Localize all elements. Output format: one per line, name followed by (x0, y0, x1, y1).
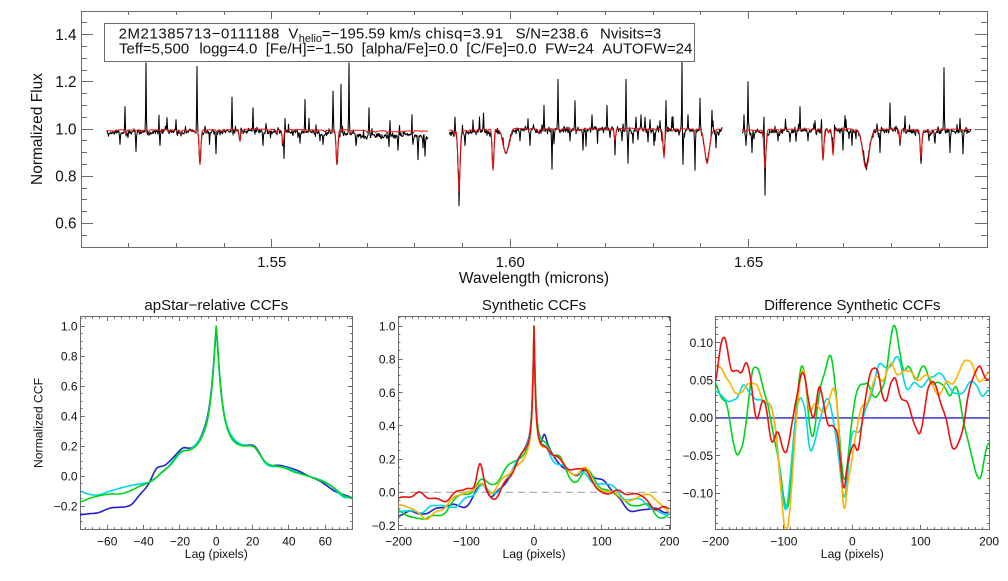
svg-text:2M21385713−0111188: 2M21385713−0111188 (119, 26, 280, 43)
svg-text:0.4: 0.4 (61, 409, 78, 423)
svg-text:−0.10: −0.10 (683, 487, 714, 501)
svg-text:−40: −40 (133, 534, 154, 548)
svg-text:V: V (288, 26, 298, 43)
svg-text:0: 0 (531, 534, 538, 548)
svg-text:1.0: 1.0 (61, 319, 78, 333)
svg-text:−200: −200 (702, 534, 729, 548)
svg-text:0.05: 0.05 (690, 374, 714, 388)
svg-text:1.60: 1.60 (496, 254, 525, 271)
svg-text:0.6: 0.6 (379, 386, 396, 400)
svg-text:[Fe/H]=−1.50: [Fe/H]=−1.50 (266, 41, 354, 58)
svg-text:[C/Fe]=0.0: [C/Fe]=0.0 (466, 41, 536, 58)
svg-text:−60: −60 (97, 534, 118, 548)
svg-text:0.0: 0.0 (61, 469, 78, 483)
svg-text:60: 60 (319, 534, 333, 548)
svg-text:0.00: 0.00 (690, 411, 714, 425)
svg-text:−0.05: −0.05 (683, 449, 714, 463)
svg-text:S/N=238.6: S/N=238.6 (516, 26, 589, 43)
svg-text:chisq=3.91: chisq=3.91 (425, 26, 503, 43)
svg-text:0.8: 0.8 (379, 353, 396, 367)
svg-text:Normalized CCF: Normalized CCF (32, 378, 46, 468)
svg-text:0.6: 0.6 (61, 379, 78, 393)
svg-text:200: 200 (979, 534, 999, 548)
svg-text:100: 100 (592, 534, 612, 548)
svg-text:40: 40 (282, 534, 296, 548)
svg-text:0.2: 0.2 (61, 439, 78, 453)
svg-text:−200: −200 (385, 534, 412, 548)
svg-text:1.55: 1.55 (257, 254, 286, 271)
svg-text:1.0: 1.0 (55, 121, 76, 138)
svg-text:1.65: 1.65 (734, 254, 763, 271)
svg-text:helio: helio (299, 33, 322, 45)
svg-text:0: 0 (849, 534, 856, 548)
svg-text:0: 0 (213, 534, 220, 548)
svg-text:=−195.59 km/s: =−195.59 km/s (322, 26, 421, 43)
svg-text:[alpha/Fe]=0.0: [alpha/Fe]=0.0 (362, 41, 458, 58)
svg-text:FW=24: FW=24 (545, 41, 594, 58)
svg-text:logg=4.0: logg=4.0 (199, 41, 257, 58)
svg-text:0.6: 0.6 (55, 216, 76, 233)
svg-text:−20: −20 (170, 534, 191, 548)
svg-text:Wavelength (microns): Wavelength (microns) (459, 270, 609, 287)
svg-text:−100: −100 (770, 534, 797, 548)
svg-text:Synthetic CCFs: Synthetic CCFs (482, 297, 586, 314)
svg-text:1.0: 1.0 (379, 319, 396, 333)
svg-text:AUTOFW=24: AUTOFW=24 (602, 41, 692, 58)
svg-text:1.2: 1.2 (55, 74, 76, 91)
svg-text:0.0: 0.0 (379, 486, 396, 500)
svg-text:Teff=5,500: Teff=5,500 (119, 41, 189, 58)
svg-text:0.8: 0.8 (61, 349, 78, 363)
svg-text:20: 20 (246, 534, 260, 548)
svg-text:Lag (pixels): Lag (pixels) (185, 547, 248, 561)
svg-text:Nvisits=3: Nvisits=3 (600, 26, 661, 43)
svg-text:−100: −100 (453, 534, 480, 548)
svg-text:apStar−relative CCFs: apStar−relative CCFs (144, 297, 288, 314)
svg-text:−0.2: −0.2 (372, 519, 396, 533)
svg-text:−0.2: −0.2 (54, 499, 78, 513)
svg-text:Normalized Flux: Normalized Flux (29, 73, 46, 185)
svg-text:0.8: 0.8 (55, 169, 76, 186)
svg-text:0.10: 0.10 (690, 336, 714, 350)
svg-text:0.2: 0.2 (379, 452, 396, 466)
svg-text:1.4: 1.4 (55, 27, 77, 44)
svg-text:Difference Synthetic CCFs: Difference Synthetic CCFs (764, 297, 940, 314)
svg-text:0.4: 0.4 (379, 419, 396, 433)
svg-text:200: 200 (659, 534, 679, 548)
svg-text:Lag (pixels): Lag (pixels) (503, 547, 566, 561)
svg-text:Lag (pixels): Lag (pixels) (821, 547, 884, 561)
svg-text:100: 100 (911, 534, 931, 548)
